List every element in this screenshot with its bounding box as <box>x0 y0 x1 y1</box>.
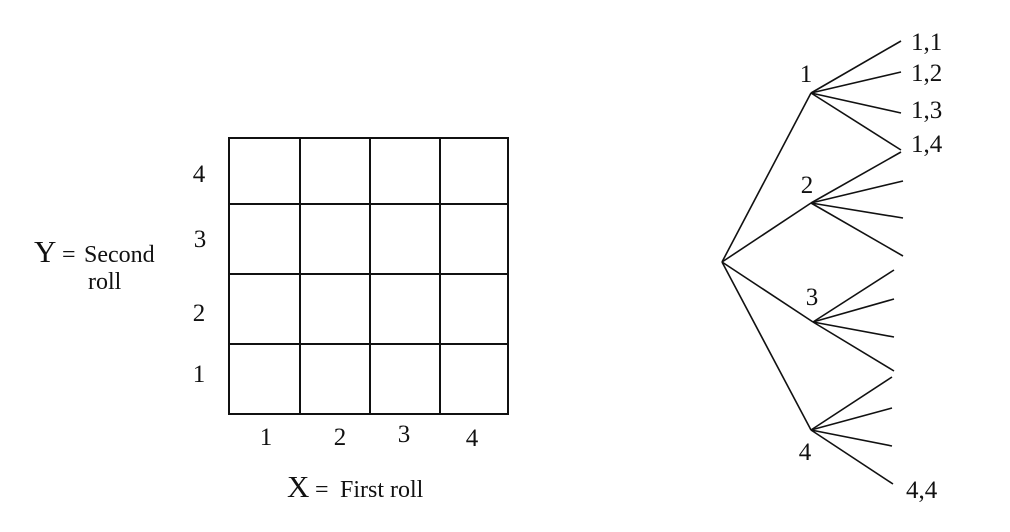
tree-branch-root-1 <box>721 92 812 263</box>
tree-node-label: 4 <box>799 439 812 466</box>
tree-node-label: 2 <box>801 172 814 199</box>
tree-branch-2-1 <box>810 151 902 204</box>
x-axis-letter: X <box>287 469 309 504</box>
tree-branch-4-1 <box>810 376 893 431</box>
tree-branch-root-2 <box>721 202 812 263</box>
y-axis-letter: Y <box>34 234 56 269</box>
sample-space-grid <box>228 137 509 415</box>
tree-branch-3-1 <box>812 269 895 323</box>
tree-branch-1-2 <box>810 71 902 94</box>
x-tick-label: 1 <box>260 424 273 451</box>
tree-branch-root-4 <box>721 261 812 431</box>
tree-branch-2-3 <box>810 202 904 219</box>
y-tick-label: 1 <box>193 361 206 388</box>
x-tick-label: 2 <box>334 424 347 451</box>
tree-outcome-label: 1,2 <box>911 60 942 87</box>
x-axis-label: First roll <box>340 477 424 503</box>
tree-outcome-label: 1,1 <box>911 29 942 56</box>
tree-branch-2-4 <box>810 202 904 257</box>
tree-outcome-label: 1,4 <box>911 131 943 158</box>
tree-node-label: 1 <box>800 61 813 88</box>
tree-branch-3-3 <box>812 321 895 338</box>
tree-branch-1-1 <box>810 40 902 94</box>
y-tick-label: 4 <box>193 161 206 188</box>
tree-node-label: 3 <box>806 284 819 311</box>
y-axis-label-line2: roll <box>88 269 122 295</box>
tree-branch-1-3 <box>810 92 902 114</box>
tree-outcome-label: 1,3 <box>911 97 942 124</box>
tree-branch-1-4 <box>810 92 902 151</box>
x-axis-equals: = <box>315 477 329 503</box>
x-tick-label: 3 <box>398 421 411 448</box>
y-tick-label: 2 <box>193 300 206 327</box>
tree-diagram <box>721 40 904 485</box>
y-tick-label: 3 <box>194 226 207 253</box>
tree-branch-4-2 <box>810 407 893 431</box>
tree-branch-3-4 <box>812 321 895 372</box>
x-tick-label: 4 <box>466 425 479 452</box>
tree-branch-4-4 <box>810 429 894 485</box>
tree-branch-root-3 <box>721 261 814 323</box>
y-axis-label-line1: Second <box>84 242 155 268</box>
tree-outcome-label: 4,4 <box>906 477 938 504</box>
tree-branch-3-2 <box>812 298 895 323</box>
tree-branch-2-2 <box>810 180 904 204</box>
y-axis-equals: = <box>62 242 76 268</box>
tree-branch-4-3 <box>810 429 893 447</box>
grid-border <box>228 137 509 415</box>
